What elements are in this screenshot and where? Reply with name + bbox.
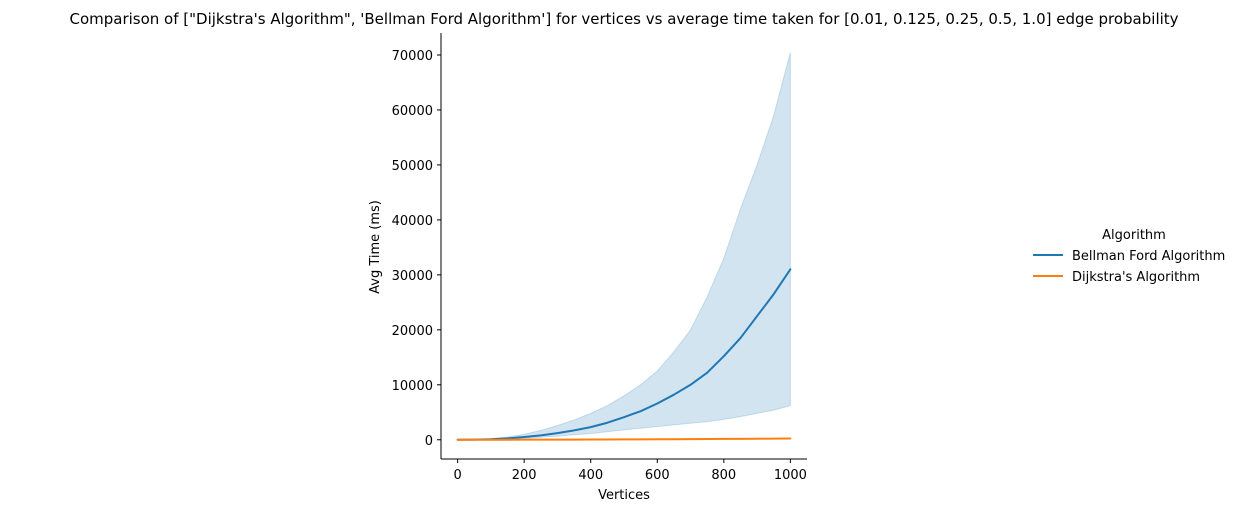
y-axis-ticks: 0 10000 20000 30000 40000 50000 60000 70000 bbox=[392, 49, 441, 449]
line-series-0 bbox=[456, 268, 792, 441]
confidence-bands bbox=[457, 52, 791, 441]
x-tick-label: 200 bbox=[512, 468, 537, 483]
y-tick-label: 20000 bbox=[392, 324, 433, 339]
band-series-0 bbox=[457, 52, 791, 441]
y-tick-label: 30000 bbox=[392, 269, 433, 284]
y-tick-label: 0 bbox=[425, 434, 433, 449]
y-tick-label: 70000 bbox=[392, 49, 433, 64]
legend-title: Algorithm bbox=[1102, 228, 1166, 243]
y-tick-label: 50000 bbox=[392, 159, 433, 174]
legend: Algorithm Bellman Ford Algorithm Dijkstr… bbox=[1033, 228, 1225, 285]
x-axis-label: Vertices bbox=[598, 488, 650, 503]
x-tick-label: 0 bbox=[453, 468, 461, 483]
x-tick-label: 600 bbox=[645, 468, 670, 483]
x-tick-label: 800 bbox=[711, 468, 736, 483]
series-lines bbox=[456, 268, 792, 441]
x-tick-label: 400 bbox=[578, 468, 603, 483]
x-axis-ticks: 0 200 400 600 800 1000 bbox=[453, 459, 807, 483]
legend-label-dijkstra: Dijkstra's Algorithm bbox=[1072, 270, 1200, 285]
chart-title: Comparison of ["Dijkstra's Algorithm", '… bbox=[69, 10, 1178, 28]
y-tick-label: 60000 bbox=[392, 104, 433, 119]
legend-label-bellman-ford: Bellman Ford Algorithm bbox=[1072, 249, 1225, 264]
x-tick-label: 1000 bbox=[774, 468, 807, 483]
line-series-1 bbox=[456, 437, 792, 441]
y-axis-label: Avg Time (ms) bbox=[368, 200, 383, 294]
y-tick-label: 40000 bbox=[392, 214, 433, 229]
y-tick-label: 10000 bbox=[392, 379, 433, 394]
